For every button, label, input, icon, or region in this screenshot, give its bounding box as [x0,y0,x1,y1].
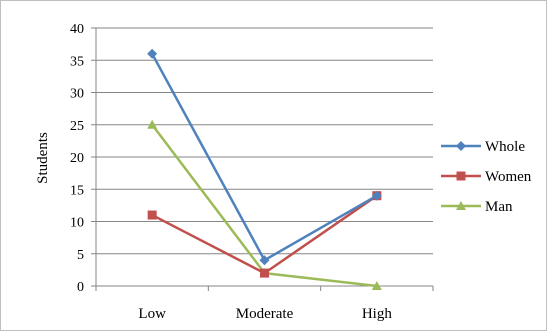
series-whole [147,48,382,266]
legend-item-man: Man [441,199,513,215]
y-tick-label: 20 [70,151,84,166]
legend-label: Whole [485,139,525,155]
legend-item-women: Women [441,169,532,185]
y-tick-label: 10 [70,216,84,231]
data-point [371,190,382,201]
data-point [371,281,382,290]
data-point [147,119,158,129]
y-tick-label: 0 [77,280,84,295]
series [147,48,382,290]
data-point [259,255,270,266]
legend-item-whole: Whole [441,139,525,155]
data-point [147,48,158,59]
gridlines [96,27,433,255]
legend: Whole Women Man [441,139,532,215]
legend-label: Women [485,169,532,185]
y-tick-label: 30 [70,87,84,102]
y-tick-label: 40 [70,22,84,37]
y-axis-label: Students [35,132,51,184]
legend-swatch-marker [456,201,466,210]
y-tick-labels: 0 5 10 15 20 25 30 35 40 [70,22,84,295]
y-tick-label: 15 [70,183,84,198]
y-tick-label: 35 [70,54,84,69]
legend-label: Man [485,199,513,215]
data-point [147,210,157,220]
y-tick-label: 5 [77,248,84,263]
x-tick-label: High [362,306,393,322]
x-tick-label: Low [138,306,166,322]
legend-swatch-marker [456,141,466,151]
y-tick-label: 25 [70,119,84,134]
data-point [260,268,269,278]
legend-swatch-marker [456,171,466,181]
x-tick-labels: Low Moderate High [138,306,392,322]
x-tick-label: Moderate [236,306,294,322]
axes [91,27,434,291]
